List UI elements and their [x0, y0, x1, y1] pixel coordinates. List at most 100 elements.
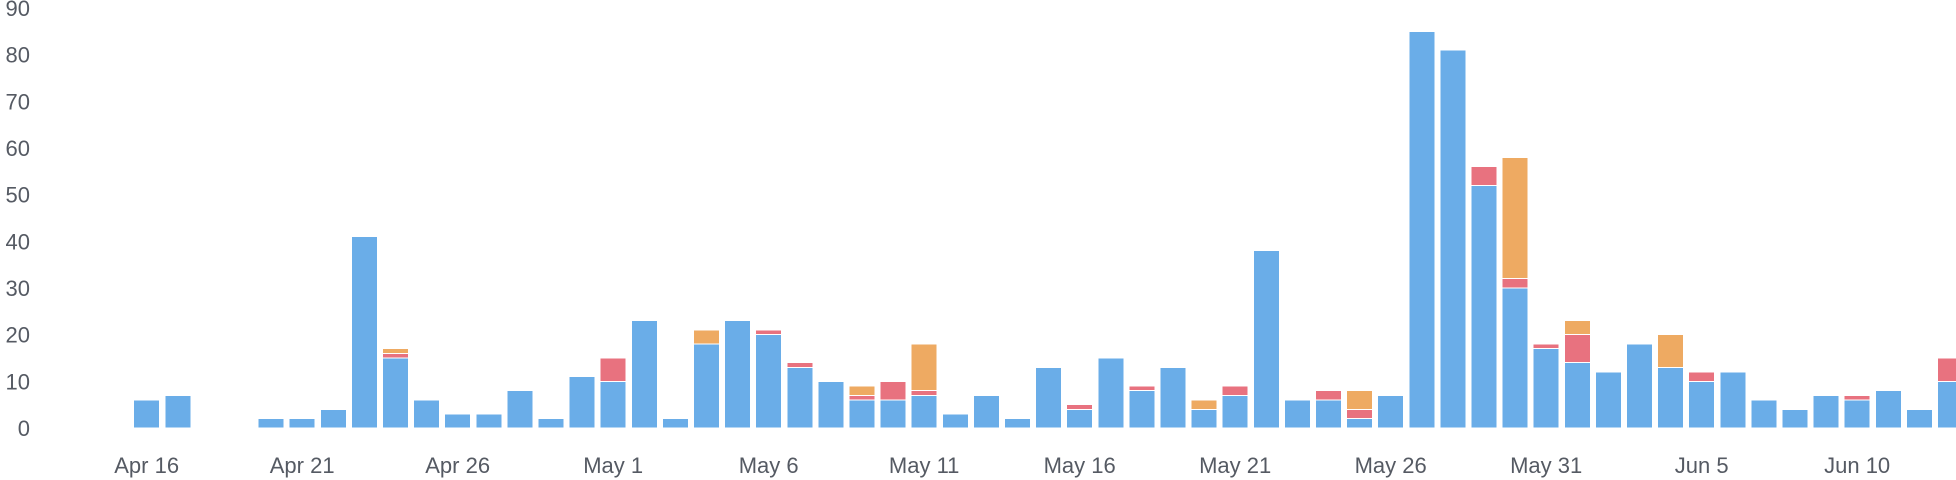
bar-segment-series-0-apr-30[interactable]: [568, 376, 596, 429]
bar-segment-series-0-may-31[interactable]: [1532, 348, 1560, 429]
bar-segment-series-0-apr-21[interactable]: [288, 418, 316, 429]
bar-segment-series-0-may-29[interactable]: [1470, 184, 1498, 429]
bar-segment-series-0-may-19[interactable]: [1159, 366, 1187, 429]
bar-segment-series-0-may-12[interactable]: [941, 413, 969, 429]
x-tick-label: Jun 10: [1824, 453, 1890, 478]
bar-segment-series-1-may-24[interactable]: [1314, 390, 1342, 401]
bar-segment-series-0-may-10[interactable]: [879, 399, 907, 429]
bar-segment-series-0-may-6[interactable]: [755, 334, 783, 429]
bar-segment-series-0-may-20[interactable]: [1190, 408, 1218, 429]
bar-segment-series-0-may-23[interactable]: [1283, 399, 1311, 429]
bar-segment-series-1-may-9[interactable]: [848, 394, 876, 401]
bar-segment-series-1-apr-24[interactable]: [381, 352, 409, 359]
bar-segment-series-0-may-3[interactable]: [661, 418, 689, 429]
bar-segment-series-0-apr-23[interactable]: [350, 236, 378, 429]
bar-segment-series-0-jun-9[interactable]: [1812, 394, 1840, 429]
y-tick-label: 70: [6, 89, 30, 114]
bar-segment-series-2-may-11[interactable]: [910, 343, 938, 392]
bar-segment-series-1-may-29[interactable]: [1470, 166, 1498, 186]
bar-segment-series-0-may-26[interactable]: [1377, 394, 1405, 429]
bar-segment-series-1-may-21[interactable]: [1221, 385, 1249, 396]
y-tick-label: 30: [6, 276, 30, 301]
y-tick-label: 50: [6, 183, 30, 208]
bar-segment-series-1-may-16[interactable]: [1066, 404, 1094, 410]
bar-segment-series-1-may-25[interactable]: [1346, 408, 1374, 420]
bar-segment-series-0-apr-25[interactable]: [413, 399, 441, 429]
bar-segment-series-1-may-1[interactable]: [599, 357, 627, 382]
x-tick-label: Apr 26: [425, 453, 490, 478]
bar-segment-series-0-jun-12[interactable]: [1905, 408, 1933, 429]
bar-segment-series-0-may-22[interactable]: [1252, 250, 1280, 429]
bar-segment-series-0-may-17[interactable]: [1097, 357, 1125, 429]
bar-segment-series-0-may-1[interactable]: [599, 380, 627, 429]
bar-segment-series-0-may-5[interactable]: [724, 320, 752, 429]
bar-segment-series-0-may-28[interactable]: [1439, 49, 1467, 429]
bar-segment-series-0-may-30[interactable]: [1501, 287, 1529, 429]
x-tick-label: Apr 16: [114, 453, 179, 478]
bar-segment-series-1-jun-5[interactable]: [1688, 371, 1716, 382]
bar-segment-series-0-may-4[interactable]: [692, 343, 720, 429]
bar-segment-series-1-may-30[interactable]: [1501, 278, 1529, 289]
bar-segment-series-0-may-25[interactable]: [1346, 418, 1374, 429]
bar-segment-series-0-may-24[interactable]: [1314, 399, 1342, 429]
bar-segment-series-0-apr-28[interactable]: [506, 390, 534, 429]
bar-segment-series-0-jun-7[interactable]: [1750, 399, 1778, 429]
bar-segment-series-0-jun-13[interactable]: [1936, 380, 1956, 429]
bar-segment-series-2-may-25[interactable]: [1346, 390, 1374, 410]
bar-segment-series-2-jun-4[interactable]: [1657, 334, 1685, 368]
bar-segment-series-0-jun-5[interactable]: [1688, 380, 1716, 429]
bar-segment-series-0-jun-8[interactable]: [1781, 408, 1809, 429]
bar-segment-series-0-may-2[interactable]: [630, 320, 658, 429]
bar-segment-series-0-may-11[interactable]: [910, 394, 938, 429]
bar-segment-series-0-may-9[interactable]: [848, 399, 876, 429]
x-tick-label: May 26: [1355, 453, 1427, 478]
x-tick-label: Apr 21: [270, 453, 335, 478]
bar-segment-series-2-jun-1[interactable]: [1563, 320, 1591, 336]
bar-segment-series-0-jun-11[interactable]: [1874, 390, 1902, 429]
bar-segment-series-0-may-13[interactable]: [972, 394, 1000, 429]
bar-segment-series-1-jun-13[interactable]: [1936, 357, 1956, 382]
bar-segment-series-0-apr-27[interactable]: [475, 413, 503, 429]
bar-segment-series-0-jun-6[interactable]: [1719, 371, 1747, 429]
bar-segment-series-0-apr-17[interactable]: [164, 394, 192, 429]
bar-segment-series-1-may-7[interactable]: [786, 362, 814, 368]
bar-segment-series-0-may-27[interactable]: [1408, 30, 1436, 429]
bar-segment-series-1-jun-10[interactable]: [1843, 394, 1871, 401]
y-tick-label: 90: [6, 0, 30, 21]
bar-segment-series-0-apr-20[interactable]: [257, 418, 285, 429]
x-tick-label: Jun 5: [1675, 453, 1729, 478]
bar-segment-series-0-jun-2[interactable]: [1594, 371, 1622, 429]
bar-segment-series-2-may-9[interactable]: [848, 385, 876, 396]
bar-segment-series-0-jun-4[interactable]: [1657, 366, 1685, 429]
bar-segment-series-2-may-30[interactable]: [1501, 156, 1529, 280]
bar-segment-series-0-jun-1[interactable]: [1563, 362, 1591, 429]
bar-segment-series-0-apr-16[interactable]: [133, 399, 161, 429]
bar-segment-series-0-may-15[interactable]: [1035, 366, 1063, 429]
bar-segment-series-0-apr-22[interactable]: [319, 408, 347, 429]
x-tick-label: May 6: [739, 453, 799, 478]
bar-segment-series-2-may-20[interactable]: [1190, 399, 1218, 410]
bar-segment-series-1-may-18[interactable]: [1128, 385, 1156, 392]
bar-segment-series-1-may-6[interactable]: [755, 329, 783, 336]
bar-segment-series-0-apr-26[interactable]: [444, 413, 472, 429]
bar-segment-series-0-jun-10[interactable]: [1843, 399, 1871, 429]
y-axis: 0 10 20 30 40 50 60 70 80 90: [6, 0, 30, 441]
bar-segment-series-0-may-16[interactable]: [1066, 408, 1094, 429]
bar-segment-series-0-apr-29[interactable]: [537, 418, 565, 429]
bar-segment-series-1-may-10[interactable]: [879, 380, 907, 401]
bar-segment-series-1-may-31[interactable]: [1532, 343, 1560, 350]
bar-segment-series-0-jun-3[interactable]: [1625, 343, 1653, 429]
bar-segment-series-0-may-21[interactable]: [1221, 394, 1249, 429]
bar-segment-series-0-may-18[interactable]: [1128, 390, 1156, 429]
bar-segment-series-1-jun-1[interactable]: [1563, 334, 1591, 364]
bar-segment-series-0-may-14[interactable]: [1003, 418, 1031, 429]
y-tick-label: 10: [6, 369, 30, 394]
bar-segment-series-0-may-7[interactable]: [786, 366, 814, 429]
bar-segment-series-2-apr-24[interactable]: [381, 348, 409, 354]
bar-segment-series-0-may-8[interactable]: [817, 380, 845, 429]
x-tick-label: May 31: [1510, 453, 1582, 478]
bar-segment-series-2-may-4[interactable]: [692, 329, 720, 345]
x-tick-label: May 1: [583, 453, 643, 478]
bar-segment-series-1-may-11[interactable]: [910, 390, 938, 396]
bar-segment-series-0-apr-24[interactable]: [381, 357, 409, 429]
